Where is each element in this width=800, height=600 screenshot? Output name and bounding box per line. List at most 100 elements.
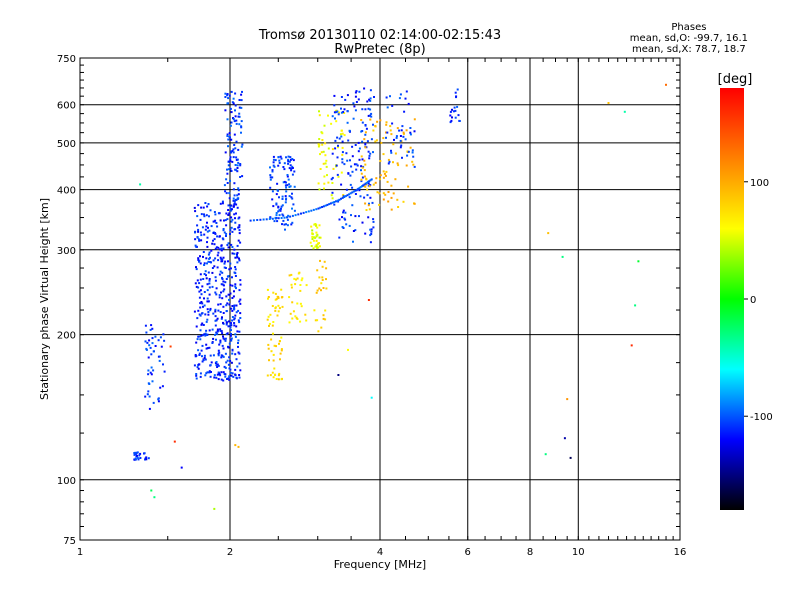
- data-point: [272, 376, 275, 379]
- data-point: [340, 107, 342, 110]
- data-point: [202, 305, 204, 308]
- data-point: [199, 306, 202, 309]
- data-point: [144, 324, 147, 327]
- data-point: [240, 131, 242, 134]
- data-point: [321, 206, 324, 208]
- data-point: [234, 353, 237, 356]
- data-point: [234, 268, 237, 271]
- data-point: [201, 322, 204, 325]
- data-point: [236, 256, 239, 259]
- data-point: [229, 167, 232, 170]
- data-point: [206, 262, 208, 265]
- colorbar-tick-label: -100: [750, 412, 773, 423]
- data-point: [229, 334, 232, 337]
- data-point: [269, 374, 272, 377]
- data-point: [366, 194, 369, 197]
- data-point: [199, 231, 202, 234]
- data-point: [450, 119, 453, 122]
- data-point: [217, 259, 220, 262]
- data-point: [159, 386, 162, 389]
- data-point: [368, 202, 370, 205]
- data-point: [317, 246, 320, 249]
- data-point: [367, 299, 370, 301]
- data-point: [280, 349, 283, 352]
- data-point: [232, 295, 235, 298]
- data-point: [375, 177, 378, 180]
- data-point: [280, 378, 283, 381]
- data-point: [237, 148, 240, 151]
- data-point: [544, 453, 547, 456]
- data-point: [364, 185, 367, 188]
- data-point: [358, 147, 361, 150]
- data-point: [139, 452, 142, 455]
- data-point: [370, 233, 373, 235]
- data-point: [199, 218, 202, 221]
- data-point: [217, 378, 220, 381]
- data-point: [295, 316, 298, 319]
- data-point: [228, 367, 231, 370]
- data-point: [637, 260, 640, 263]
- data-point: [219, 202, 222, 205]
- data-point: [285, 223, 287, 226]
- data-point: [150, 353, 153, 356]
- data-point: [413, 165, 416, 168]
- data-point: [269, 186, 272, 189]
- data-point: [222, 290, 225, 293]
- data-point: [203, 213, 205, 216]
- data-point: [229, 124, 232, 127]
- data-point: [206, 245, 209, 248]
- data-point: [233, 252, 236, 255]
- data-point: [139, 457, 142, 459]
- data-point: [277, 189, 279, 192]
- data-point: [222, 228, 225, 230]
- data-point: [278, 307, 281, 310]
- data-point: [163, 339, 166, 342]
- data-point: [235, 203, 238, 206]
- data-point: [274, 292, 277, 295]
- data-point: [368, 180, 371, 183]
- data-point: [226, 118, 229, 121]
- data-point: [147, 373, 150, 376]
- data-point: [236, 244, 239, 247]
- data-point: [233, 308, 235, 311]
- data-point: [173, 440, 176, 443]
- data-point: [157, 398, 160, 401]
- data-point: [238, 229, 241, 232]
- data-point: [230, 90, 233, 93]
- data-point: [272, 359, 275, 362]
- data-point: [403, 110, 406, 113]
- data-point: [203, 273, 206, 275]
- data-point: [358, 215, 360, 218]
- data-point: [316, 269, 319, 272]
- data-point: [216, 266, 219, 269]
- data-point: [271, 305, 274, 307]
- data-point: [233, 144, 236, 146]
- data-point: [327, 181, 330, 184]
- data-point: [234, 256, 237, 259]
- data-point: [227, 214, 230, 216]
- data-point: [292, 159, 295, 162]
- data-point: [229, 292, 232, 295]
- data-point: [396, 127, 399, 130]
- data-point: [385, 131, 387, 134]
- data-point: [566, 398, 569, 401]
- data-point: [316, 234, 319, 237]
- data-point: [275, 378, 278, 380]
- data-point: [316, 243, 319, 246]
- data-point: [229, 233, 231, 235]
- data-point: [382, 198, 385, 201]
- data-point: [238, 123, 241, 126]
- data-point: [272, 321, 275, 323]
- data-point: [222, 355, 225, 358]
- data-point: [150, 373, 153, 376]
- data-point: [665, 83, 667, 86]
- data-point: [288, 195, 291, 198]
- data-point: [198, 290, 201, 293]
- data-point: [219, 374, 222, 377]
- data-point: [283, 223, 286, 226]
- data-point: [133, 458, 136, 461]
- data-point: [233, 324, 236, 327]
- data-point: [290, 169, 293, 172]
- data-point: [321, 132, 324, 135]
- data-point: [199, 314, 202, 317]
